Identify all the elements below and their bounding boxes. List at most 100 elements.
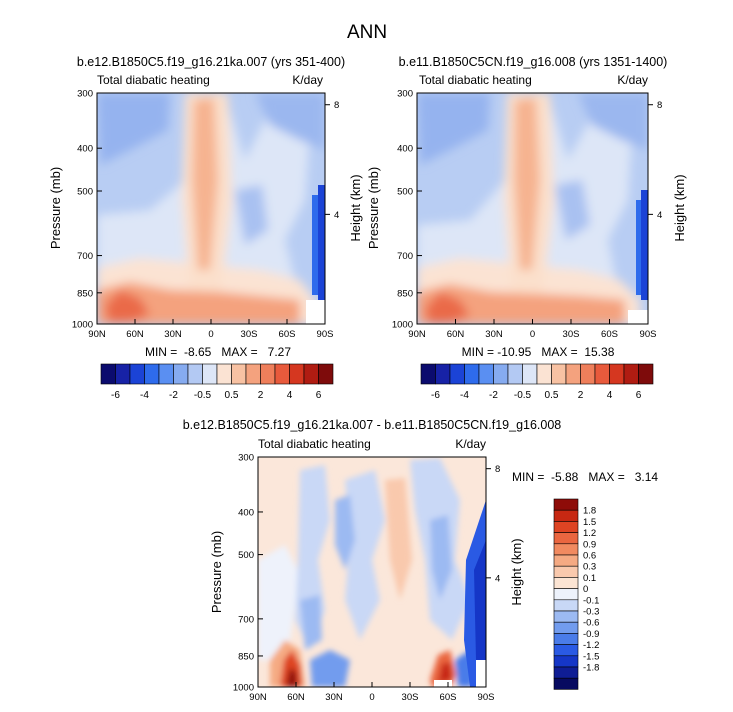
panel-3-shade-blue-c	[300, 595, 322, 650]
panel-1-shade-blue-right	[255, 93, 325, 150]
colorbar-swatch	[553, 509, 579, 522]
panel-2-y-axis: 300 400 500 700 850 1000	[392, 89, 422, 331]
panel-1-ylabel: Pressure (mb)	[48, 167, 63, 249]
colorbar-tick-label: 6	[316, 390, 322, 401]
panel-1-y2label: Height (km)	[348, 174, 363, 241]
colorbar-tick-label: -0.1	[583, 595, 599, 606]
panel-2-ylabel: Pressure (mb)	[366, 167, 381, 249]
panel-2-shade-blue-upper	[417, 93, 490, 165]
colorbar-tick-label: 0.5	[225, 390, 239, 401]
panel-2-colorbar: -6 -4 -2 -0.5 0.5 2 4 6	[420, 363, 654, 401]
y-tick-label: 700	[238, 614, 254, 625]
colorbar-swatch	[522, 363, 538, 385]
colorbar-swatch	[553, 554, 579, 567]
colorbar-tick-label: 0.1	[583, 573, 596, 584]
colorbar-tick-label: 0.5	[545, 390, 559, 401]
panel-1-shade-red-lower	[105, 290, 150, 322]
panel-2-x-axis: 90N 60N 30N 0 30S 60S 90S	[408, 319, 656, 340]
x-tick-label: 90S	[478, 692, 495, 703]
colorbar-tick-label: -0.3	[583, 607, 599, 618]
colorbar-swatch	[289, 363, 305, 385]
panel-1-colorbar: -6 -4 -2 -0.5 0.5 2 4 6	[100, 363, 334, 401]
panel-2-blue-edge-core	[641, 190, 648, 300]
x-tick-label: 30N	[325, 692, 343, 703]
colorbar-tick-label: -2	[169, 390, 178, 401]
panel-3-shade-dark-red-left	[286, 668, 297, 687]
x-tick-label: 30S	[402, 692, 419, 703]
figure-title: ANN	[347, 22, 387, 43]
y2-tick-label: 8	[495, 464, 500, 475]
panel-3-shade-blue-b	[430, 515, 452, 600]
colorbar-swatch	[553, 610, 579, 623]
colorbar-swatch	[553, 621, 579, 634]
y2-tick-label: 8	[334, 100, 339, 111]
colorbar-tick-label: -4	[460, 390, 469, 401]
x-tick-label: 60S	[601, 329, 618, 340]
y2-tick-label: 4	[334, 210, 339, 221]
colorbar-swatch	[173, 363, 189, 385]
colorbar-tick-label: 6	[636, 390, 642, 401]
panel-2-white-mask	[628, 310, 648, 324]
panel-3-shade-red-lower-left	[280, 650, 302, 687]
colorbar-swatch	[129, 363, 145, 385]
colorbar-tick-label: 1.5	[583, 517, 596, 528]
colorbar-swatch	[464, 363, 480, 385]
colorbar-swatch	[553, 666, 579, 679]
colorbar-swatch	[553, 588, 579, 601]
x-tick-label: 90N	[249, 692, 267, 703]
y2-tick-label: 4	[657, 210, 662, 221]
x-tick-label: 0	[530, 329, 535, 340]
x-tick-label: 90S	[640, 329, 657, 340]
panel-3-colorbar: 1.81.51.20.90.60.30.10-0.1-0.3-0.6-0.9-1…	[553, 498, 599, 690]
colorbar-swatch	[553, 677, 579, 690]
panel-1: b.e12.B1850C5.f19_g16.21ka.007 (yrs 351-…	[48, 55, 363, 401]
colorbar-tick-label: 0.9	[583, 539, 596, 550]
colorbar-swatch	[435, 363, 451, 385]
panel-2-y2label: Height (km)	[672, 174, 687, 241]
colorbar-swatch	[553, 633, 579, 645]
y-tick-label: 700	[397, 251, 413, 262]
colorbar-swatch	[551, 363, 567, 385]
y-tick-label: 400	[238, 507, 254, 518]
panel-2-shade-salmon-column	[514, 98, 540, 270]
panel-1-blue-edge-core	[318, 185, 325, 305]
panel-3-white-mask-edge	[476, 660, 486, 687]
colorbar-swatch	[553, 655, 579, 668]
colorbar-swatch	[187, 363, 203, 385]
colorbar-tick-label: 4	[607, 390, 613, 401]
colorbar-swatch	[144, 363, 160, 385]
panel-2-contour-field	[417, 93, 648, 324]
panel-2-shade-salmon-lower	[417, 284, 625, 324]
panel-3-shade-peach-column	[385, 478, 412, 600]
colorbar-swatch	[580, 363, 596, 385]
colorbar-tick-label: 1.2	[583, 528, 596, 539]
y-tick-label: 1000	[392, 320, 413, 331]
colorbar-swatch	[594, 363, 610, 385]
panel-3-shade-white-left	[258, 545, 300, 660]
colorbar-tick-label: -0.5	[514, 390, 532, 401]
x-tick-label: 90N	[88, 329, 106, 340]
panel-3-white-mask	[434, 680, 452, 687]
x-tick-label: 30S	[241, 329, 258, 340]
colorbar-tick-label: -0.5	[194, 390, 212, 401]
colorbar-tick-label: -6	[111, 390, 120, 401]
colorbar-swatch	[623, 363, 639, 385]
panel-2-y2-axis: 84	[648, 100, 662, 221]
y-tick-label: 300	[397, 89, 413, 100]
x-tick-label: 60N	[287, 692, 305, 703]
x-tick-label: 60S	[440, 692, 457, 703]
colorbar-swatch	[303, 363, 319, 385]
colorbar-swatch	[638, 363, 654, 385]
y2-tick-label: 4	[495, 573, 500, 584]
y-tick-label: 850	[77, 288, 93, 299]
y-tick-label: 300	[238, 453, 254, 464]
colorbar-swatch	[478, 363, 494, 385]
colorbar-swatch	[553, 565, 579, 578]
panel-3-ylabel: Pressure (mb)	[209, 531, 224, 613]
x-tick-label: 60N	[126, 329, 144, 340]
x-tick-label: 0	[369, 692, 374, 703]
panel-3-title: b.e12.B1850C5.f19_g16.21ka.007 - b.e11.B…	[183, 418, 562, 432]
colorbar-swatch	[260, 363, 276, 385]
colorbar-tick-label: -0.6	[583, 618, 599, 629]
